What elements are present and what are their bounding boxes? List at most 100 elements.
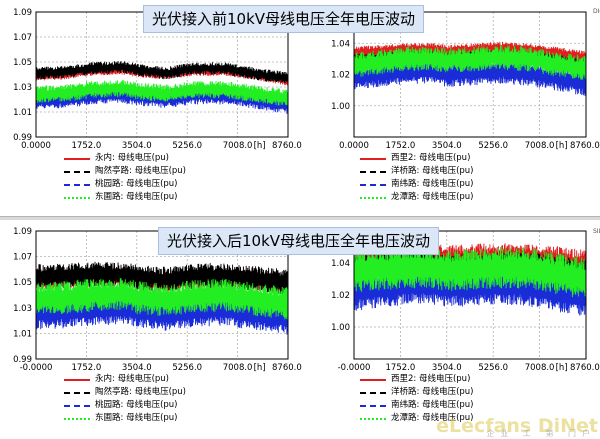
legend-label: 陶然亭路: 母线电压(pu) [95,166,186,176]
legend-label: 洋桥路: 母线电压(pu) [391,387,474,397]
legend-item: 西里2: 母线电压(pu) [360,373,473,386]
side-mark-bottom: SILENT [593,228,600,235]
legend-item: 东圃路: 母线电压(pu) [64,412,186,425]
legend-label: 西里2: 母线电压(pu) [391,374,471,384]
legend-item: 永内: 母线电压(pu) [64,152,186,165]
x-axis-unit: [h] [556,141,568,151]
legend-swatch [64,183,90,186]
legend-swatch [64,157,90,160]
legend-swatch [360,196,386,199]
x-tick-label: 5256.0 [478,363,508,373]
legend-item: 永内: 母线电压(pu) [64,373,186,386]
x-tick-label: 5256.0 [172,141,202,151]
legend-item: 桃园路: 母线电压(pu) [64,178,186,191]
after-right-legend: 西里2: 母线电压(pu) 洋桥路: 母线电压(pu) 南纬路: 母线电压(pu) 龙… [360,373,473,425]
legend-swatch [64,170,90,173]
x-tick-label: -0.0000 [20,363,53,373]
x-tick-label: 7008.0 [223,363,253,373]
y-tick-label: 1.00 [331,102,350,112]
y-tick-label: 1.01 [13,108,32,118]
before-right-legend: 西里2: 母线电压(pu) 洋桥路: 母线电压(pu) 南纬路: 母线电压(pu) 龙… [360,152,473,204]
legend-item: 南纬路: 母线电压(pu) [360,399,473,412]
series-line [353,45,587,80]
legend-swatch [64,404,90,407]
legend-label: 桃园路: 母线电压(pu) [95,400,178,410]
y-tick-label: 1.02 [331,291,350,301]
y-tick-label: 1.00 [331,323,350,333]
legend-label: 桃园路: 母线电压(pu) [95,179,178,189]
x-tick-label: 5256.0 [172,363,202,373]
legend-swatch [360,404,386,407]
x-tick-label: 1752.0 [72,141,102,151]
legend-item: 龙潭路: 母线电压(pu) [360,191,473,204]
legend-label: 洋桥路: 母线电压(pu) [391,166,474,176]
legend-label: 陶然亭路: 母线电压(pu) [95,387,186,397]
legend-swatch [64,417,90,420]
x-tick-label: 8760.0 [272,363,302,373]
x-tick-label: 7008.0 [223,141,253,151]
legend-swatch [64,196,90,199]
plot-border [353,11,587,138]
panel-divider [0,216,600,221]
legend-swatch [360,417,386,420]
x-tick-label: 8760.0 [570,141,600,151]
x-tick-label: 1752.0 [72,363,102,373]
legend-item: 南纬路: 母线电压(pu) [360,178,473,191]
x-tick-label: 0.0000 [21,141,51,151]
y-tick-label: 1.03 [13,304,32,314]
y-tick-label: 1.01 [13,329,32,339]
x-tick-label: 1752.0 [386,363,416,373]
site-watermark: eLecfans DiNet [436,415,598,437]
legend-label: 龙潭路: 母线电压(pu) [391,192,474,202]
y-tick-label: 1.05 [13,58,32,68]
legend-label: 永内: 母线电压(pu) [95,374,169,384]
legend-swatch [360,378,386,381]
chart-after-right: 1.001.021.041.06-0.00001752.03504.05256.… [331,227,600,373]
legend-swatch [360,391,386,394]
legend-label: 西里2: 母线电压(pu) [391,153,471,163]
x-tick-label: -0.0000 [338,363,371,373]
y-tick-label: 0.99 [13,133,32,143]
y-tick-label: 1.07 [13,33,32,43]
before-panel: 0.99 1.01 1.03 1.05 1.07 1.09 0.0000 1752.0 3504… [0,0,600,217]
x-tick-label: 7008.0 [525,363,555,373]
y-tick-label: 1.03 [13,83,32,93]
y-tick-label: 1.09 [13,227,32,237]
y-tick-label: 1.09 [13,8,32,18]
legend-item: 陶然亭路: 母线电压(pu) [64,386,186,399]
x-tick-label: 1752.0 [386,141,416,151]
series-line [35,60,289,84]
y-tick-label: 1.04 [331,39,350,49]
legend-item: 西里2: 母线电压(pu) [360,152,473,165]
legend-swatch [360,183,386,186]
y-tick-label: 0.99 [13,355,32,365]
site-watermark-sub: 企业 工 第 门户 [486,429,596,438]
x-tick-label: 5256.0 [478,141,508,151]
series-line [35,79,289,106]
x-axis-unit: [h] [556,363,568,373]
after-panel: 0.99 1.01 1.03 1.05 1.07 1.09 -0.0000 1752.0 350… [0,220,600,437]
before-left-legend: 永内: 母线电压(pu) 陶然亭路: 母线电压(pu) 桃园路: 母线电压(pu) 东… [64,152,186,204]
x-tick-label: 7008.0 [525,141,555,151]
legend-swatch [360,157,386,160]
legend-item: 桃园路: 母线电压(pu) [64,399,186,412]
y-tick-label: 1.07 [13,253,32,263]
legend-item: 龙潭路: 母线电压(pu) [360,412,473,425]
x-tick-label: 3504.0 [432,363,462,373]
legend-swatch [64,391,90,394]
legend-item: 洋桥路: 母线电压(pu) [360,386,473,399]
legend-label: 南纬路: 母线电压(pu) [391,179,474,189]
side-mark-top: DIg [593,8,600,15]
series-line [353,246,587,298]
after-left-legend: 永内: 母线电压(pu) 陶然亭路: 母线电压(pu) 桃园路: 母线电压(pu) 东… [64,373,186,425]
y-tick-label: 1.04 [331,259,350,269]
x-tick-label: 8760.0 [570,363,600,373]
y-tick-label: 1.05 [13,278,32,288]
plot-border [353,230,587,360]
legend-label: 东圃路: 母线电压(pu) [95,413,178,423]
x-tick-label: 3504.0 [122,141,152,151]
y-tick-label: 1.02 [331,71,350,81]
legend-label: 永内: 母线电压(pu) [95,153,169,163]
legend-item: 东圃路: 母线电压(pu) [64,191,186,204]
x-tick-label: 8760.0 [272,141,302,151]
